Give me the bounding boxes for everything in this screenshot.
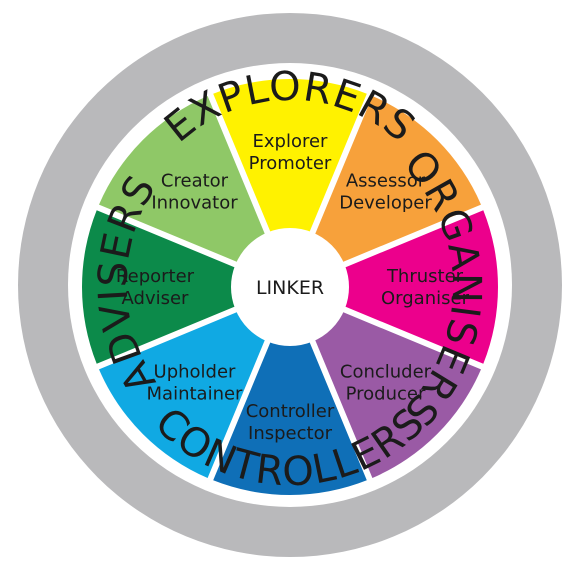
segment-thruster-organiser: [344, 210, 498, 364]
segment-label-concluder-producer: Concluder Producer: [340, 362, 432, 405]
segment-label-line: Controller: [246, 401, 335, 422]
segment-explorer-promoter: [213, 79, 367, 233]
center-hub: [231, 228, 349, 346]
segment-label-controller-inspector: Controller Inspector: [246, 401, 335, 444]
segment-label-line: Explorer: [253, 131, 329, 152]
segment-controller-inspector: [213, 341, 367, 495]
segment-label-line: Adviser: [122, 288, 190, 309]
segment-label-line: Thruster: [386, 266, 464, 287]
segment-creator-innovator: [99, 96, 266, 263]
segment-reporter-adviser: [82, 210, 236, 364]
segment-label-reporter-adviser: Reporter Adviser: [116, 266, 195, 309]
segment-label-line: Promoter: [249, 153, 332, 174]
segment-label-line: Organiser: [381, 288, 470, 309]
segment-label-line: Developer: [339, 193, 432, 214]
segment-label-explorer-promoter: Explorer Promoter: [249, 131, 332, 174]
segment-label-thruster-organiser: Thruster Organiser: [381, 266, 470, 309]
segment-label-creator-innovator: Creator Innovator: [151, 171, 238, 214]
segment-label-assessor-developer: Assessor Developer: [339, 171, 432, 214]
segment-upholder-maintainer: [99, 311, 266, 478]
segment-assessor-developer: [314, 96, 481, 263]
segment-label-upholder-maintainer: Upholder Maintainer: [147, 362, 244, 405]
segment-label-line: Inspector: [248, 423, 333, 444]
segment-label-line: Producer: [346, 384, 426, 405]
segment-label-line: Assessor: [346, 171, 426, 192]
segment-label-line: Upholder: [154, 362, 237, 383]
segment-label-line: Maintainer: [147, 384, 244, 405]
segment-label-line: Reporter: [116, 266, 195, 287]
segment-label-line: Creator: [161, 171, 229, 192]
segment-label-line: Innovator: [151, 193, 238, 214]
segment-label-line: Concluder: [340, 362, 432, 383]
center-label: LINKER: [256, 277, 324, 299]
segment-concluder-producer: [314, 311, 481, 478]
